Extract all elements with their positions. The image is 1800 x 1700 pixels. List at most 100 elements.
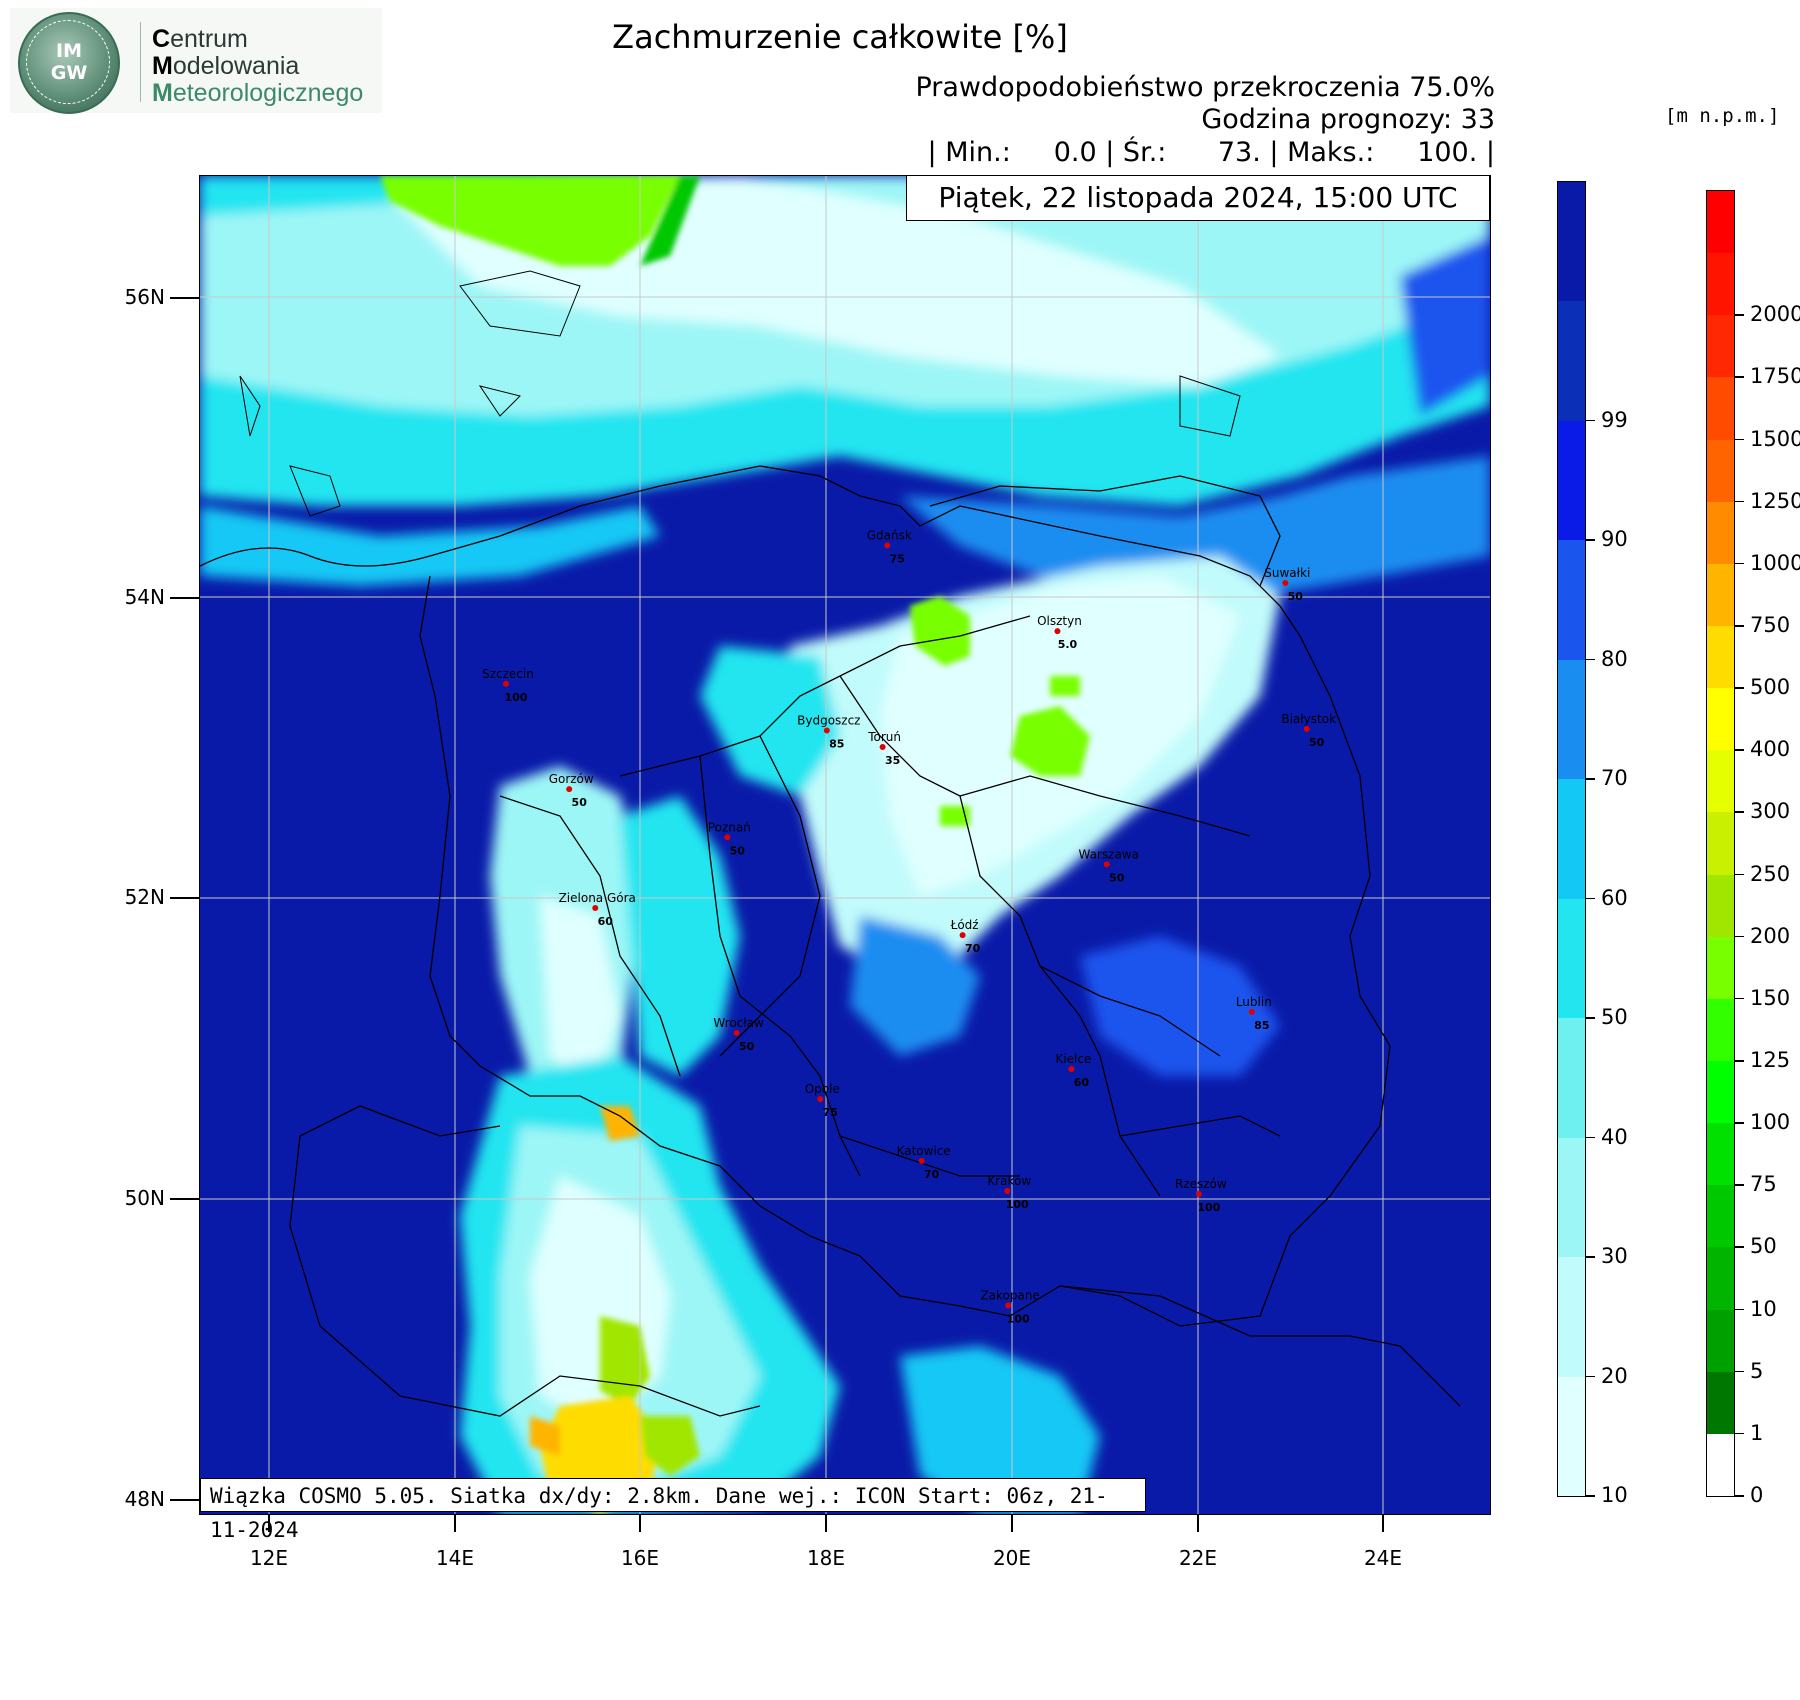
colorbar-tick: [1585, 419, 1595, 422]
colorbar-tick: [1734, 1060, 1744, 1062]
colorbar-label: 500: [1750, 675, 1791, 700]
lon-tick: [454, 1514, 456, 1532]
map-grid: [200, 176, 1490, 1514]
borders: [200, 465, 1461, 1417]
city-value-label: 100: [1007, 1312, 1030, 1325]
colorbar-tick: [1734, 687, 1744, 689]
colorbar-tick: [1585, 658, 1595, 661]
city-value-label: 50: [1288, 590, 1304, 603]
city-name-label: Szczecin: [482, 667, 534, 681]
city-marker: [823, 727, 830, 734]
lon-tick: [268, 1514, 270, 1532]
colorbar-label: 40: [1601, 1124, 1628, 1149]
city-marker: [1054, 628, 1061, 635]
city-name-label: Zakopane: [980, 1288, 1039, 1302]
colorbar-segment: [1558, 1376, 1585, 1496]
colorbar-segment: [1707, 750, 1734, 813]
colorbar-label: 300: [1750, 799, 1791, 824]
city-value-label: 75: [890, 552, 905, 565]
colorbar-tick: [1734, 1370, 1744, 1373]
colorbar-label: 1750: [1750, 364, 1800, 389]
colorbar-segment: [1707, 936, 1734, 999]
colorbar-tick: [1734, 1495, 1744, 1497]
city-name-label: Suwałki: [1264, 566, 1310, 580]
colorbar-tick: [1734, 749, 1744, 751]
city-name-label: Toruń: [867, 730, 901, 744]
colorbar-segment: [1707, 501, 1734, 564]
colorbar-segment: [1707, 1309, 1734, 1372]
city-value-label: 100: [1006, 1198, 1029, 1211]
lon-tick: [639, 1514, 641, 1532]
colorbar-label: 50: [1750, 1234, 1777, 1259]
city-value-label: 70: [924, 1168, 940, 1181]
lon-tick: [825, 1514, 827, 1532]
colorbar-tick: [1734, 1122, 1744, 1124]
lon-label-12e: 12E: [249, 1546, 289, 1570]
colorbar-tick: [1585, 1256, 1595, 1258]
city-value-label: 35: [885, 754, 900, 767]
colorbar-segment: [1707, 998, 1734, 1061]
colorbar-label: 80: [1601, 646, 1628, 671]
valid-date-label: Piątek, 22 listopada 2024, 15:00 UTC: [906, 175, 1490, 221]
city-value-label: 50: [1309, 736, 1325, 749]
city-marker: [592, 905, 599, 912]
city-name-label: Kraków: [987, 1174, 1031, 1188]
coastlines: [239, 270, 1241, 517]
colorbar-label: 1250: [1750, 488, 1800, 513]
city-value-label: 5.0: [1058, 638, 1078, 651]
colorbar-segment: [1707, 688, 1734, 751]
lat-label-50n: 50N: [124, 1186, 165, 1210]
colorbar-segment: [1707, 315, 1734, 378]
lon-label-16e: 16E: [620, 1546, 660, 1570]
colorbar-tick: [1734, 314, 1744, 316]
colorbar-segment: [1707, 1433, 1734, 1496]
city-marker: [1004, 1187, 1011, 1194]
city-value-label: 75: [823, 1106, 838, 1119]
city-marker: [1068, 1066, 1075, 1073]
lat-tick: [170, 897, 200, 899]
city-value-label: 50: [572, 796, 588, 809]
colorbar-tick: [1734, 1184, 1744, 1186]
colorbar-segment: [1558, 420, 1585, 541]
model-run-label: Wiązka COSMO 5.05. Siatka dx/dy: 2.8km. …: [200, 1478, 1146, 1542]
colorbar-label: 1500: [1750, 426, 1800, 451]
colorbar-label: 10: [1601, 1483, 1628, 1507]
lon-tick: [1011, 1514, 1013, 1532]
city-marker: [959, 932, 966, 939]
city-value-label: 100: [1197, 1201, 1220, 1214]
colorbar-segment: [1707, 626, 1734, 689]
city-marker: [879, 743, 886, 750]
city-marker: [566, 786, 573, 793]
city-value-label: 60: [598, 915, 614, 928]
city-name-label: Bydgoszcz: [797, 713, 860, 727]
colorbar-segment: [1558, 540, 1585, 660]
city-value-label: 85: [1254, 1019, 1269, 1032]
colorbar-segment: [1558, 1137, 1585, 1258]
colorbar-label: 100: [1750, 1110, 1791, 1135]
lat-tick: [170, 597, 200, 599]
colorbar-tick: [1585, 1017, 1595, 1019]
colorbar-tick: [1734, 997, 1744, 1000]
colorbar-tick: [1734, 811, 1744, 813]
city-marker: [1195, 1190, 1202, 1197]
colorbar-label: 20: [1601, 1363, 1628, 1388]
colorbar-segment: [1707, 191, 1734, 254]
lon-label-18e: 18E: [806, 1546, 846, 1570]
city-name-label: Wrocław: [713, 1016, 764, 1030]
colorbar-segment: [1707, 1061, 1734, 1124]
city-marker: [884, 542, 891, 549]
city-name-label: Rzeszów: [1175, 1177, 1227, 1191]
lat-label-56n: 56N: [124, 285, 165, 309]
city-name-label: Białystok: [1281, 712, 1336, 726]
map-canvas: Gdańsk 75 Suwałki 50 Olsztyn 5.0 Szczecin 100 By…: [200, 176, 1490, 1514]
city-name-label: Opole: [805, 1082, 840, 1096]
imgw-logo-letters: IM GW: [50, 40, 88, 84]
city-value-label: 50: [730, 844, 746, 857]
city-name-label: Katowice: [897, 1144, 951, 1158]
colorbar-label: 1000: [1750, 550, 1800, 575]
org-name-line-2: Modelowania: [152, 52, 300, 80]
colorbar-segment: [1707, 1185, 1734, 1248]
colorbar-segment: [1558, 779, 1585, 899]
lat-tick: [170, 1198, 200, 1200]
colorbar-label: 70: [1601, 766, 1628, 791]
